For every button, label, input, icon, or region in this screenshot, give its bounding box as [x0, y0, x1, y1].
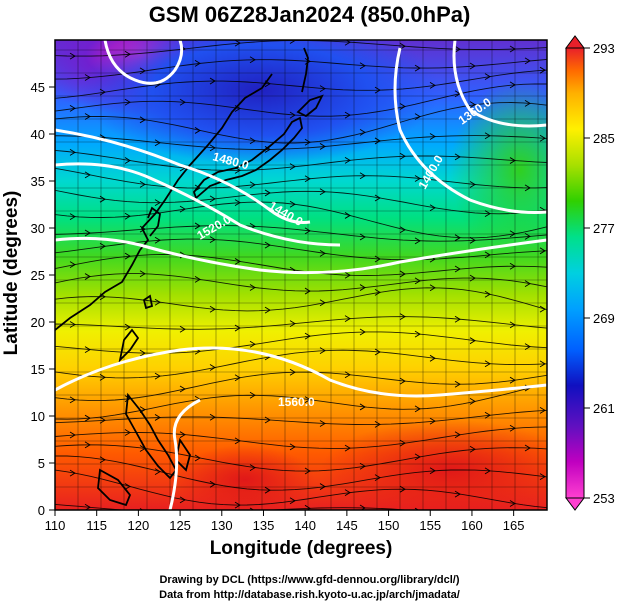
x-tick-label: 150: [378, 518, 400, 533]
y-tick-label: 5: [38, 456, 45, 471]
y-tick-label: 15: [31, 362, 45, 377]
x-tick-label: 135: [253, 518, 275, 533]
x-tick-label: 110: [45, 518, 66, 533]
x-tick-label: 120: [128, 518, 150, 533]
x-axis-label: Longitude (degrees): [209, 538, 393, 559]
y-tick-label: 20: [31, 315, 45, 330]
x-tick-label: 125: [169, 518, 191, 533]
coastlines: [55, 47, 324, 507]
x-tick-label: 155: [419, 518, 441, 533]
y-tick-label: 30: [31, 221, 45, 236]
x-tick-label: 165: [503, 518, 525, 533]
y-tick-label: 25: [31, 268, 45, 283]
colorbar: 293 285 277 269 261 253: [565, 35, 615, 511]
colorbar-tick-label: 269: [593, 311, 615, 326]
x-tick-label: 130: [211, 518, 233, 533]
x-tick-label: 115: [86, 518, 107, 533]
x-tick-label: 145: [336, 518, 358, 533]
colorbar-tick-label: 277: [593, 221, 615, 236]
colorbar-scale: [565, 47, 585, 499]
colorbar-tick-label: 285: [593, 131, 615, 146]
x-tick-label: 160: [461, 518, 483, 533]
chart-title: GSM 06Z28Jan2024 (850.0hPa): [148, 2, 471, 27]
credit-drawing: Drawing by DCL (https://www.gfd-dennou.o…: [159, 574, 460, 586]
colorbar-bottom-arrow: [565, 497, 585, 511]
y-tick-label: 10: [31, 409, 45, 424]
y-tick-label: 35: [31, 174, 45, 189]
credit-data: Data from http://database.rish.kyoto-u.a…: [159, 589, 460, 601]
contour-label-1560: 1560.0: [278, 395, 315, 409]
colorbar-tick-label: 253: [593, 491, 615, 506]
y-tick-label: 45: [31, 80, 45, 95]
wind-streamlines: [55, 40, 547, 510]
axis-ticks: 110 115 120 125 130 135 140 145 150 155 160 165 0 5 10…: [31, 80, 525, 533]
colorbar-tick-label: 293: [593, 41, 615, 56]
y-tick-label: 40: [31, 127, 45, 142]
y-tick-label: 0: [38, 503, 45, 518]
colorbar-tick-label: 261: [593, 401, 615, 416]
x-tick-label: 140: [294, 518, 316, 533]
height-contours: [55, 40, 547, 510]
map-plot-area: 1480.0 1360.0 1520.0 1400.0 1440.0 1560.…: [55, 40, 547, 510]
colorbar-top-arrow: [565, 35, 585, 49]
